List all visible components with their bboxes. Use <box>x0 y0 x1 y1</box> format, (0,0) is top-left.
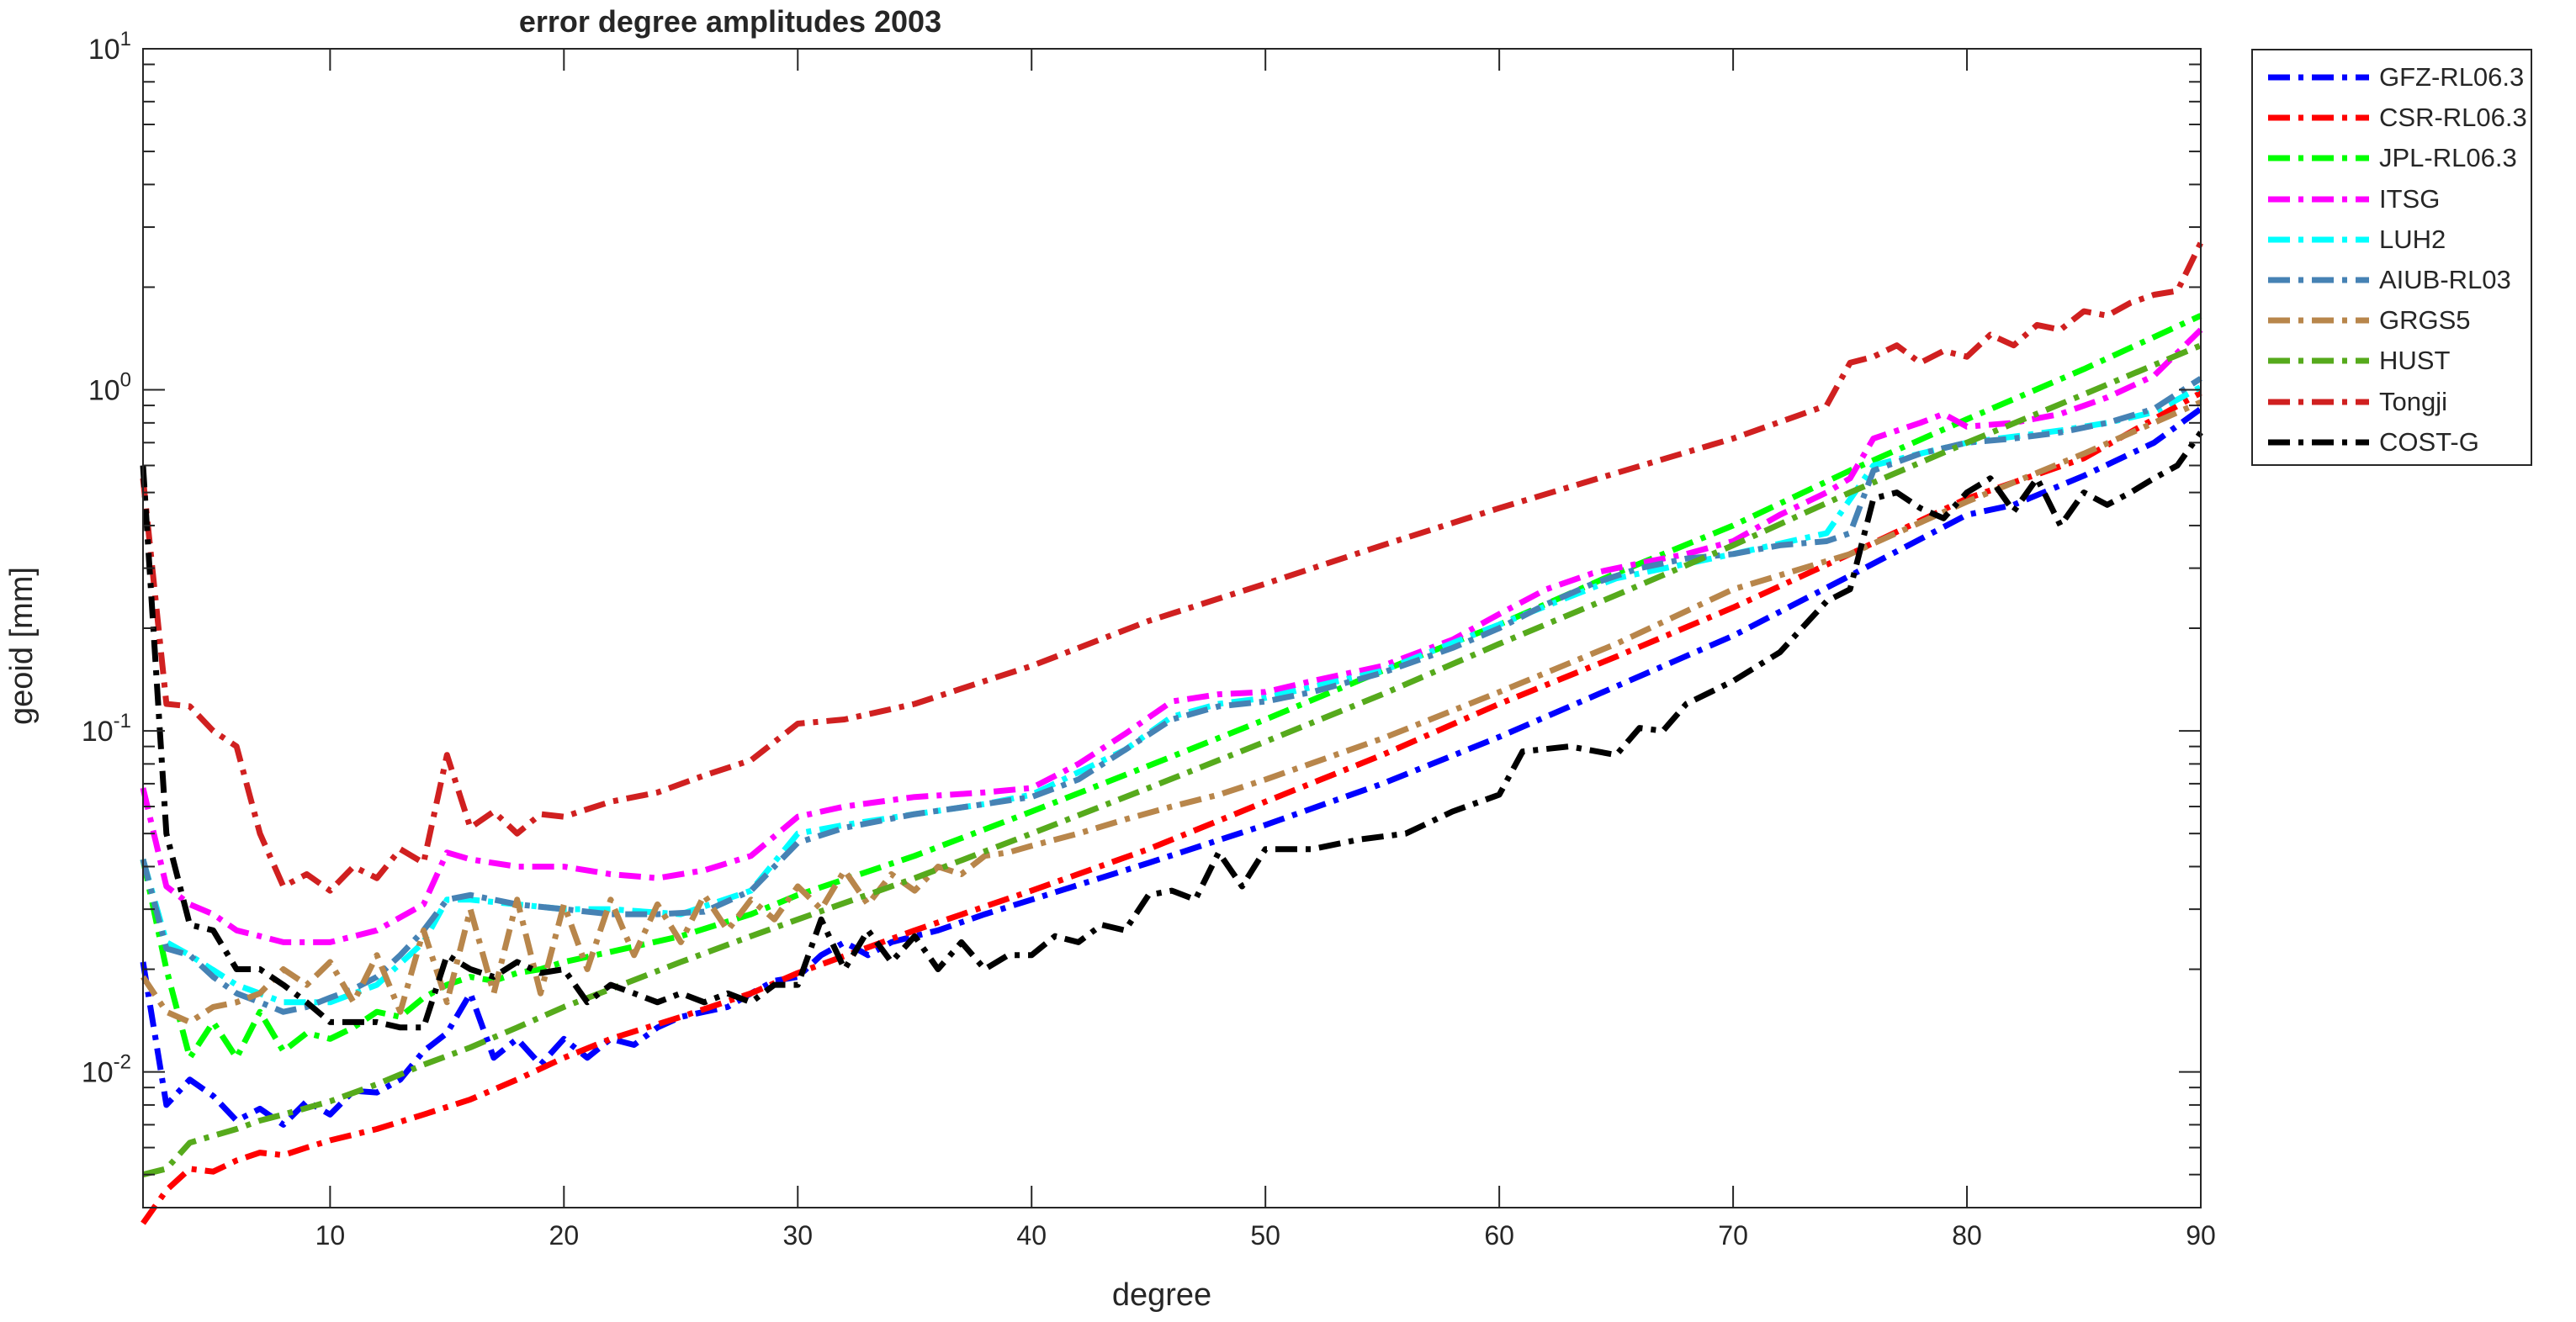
legend-label: COST-G <box>2379 426 2479 457</box>
series-line-tongji <box>140 241 2204 894</box>
legend-label: CSR-RL06.3 <box>2379 103 2527 133</box>
legend-entry: JPL-RL06.3 <box>2253 138 2531 178</box>
y-tick-label: 101 <box>88 28 131 66</box>
legend-label: LUH2 <box>2379 224 2446 254</box>
legend-swatch <box>2268 317 2369 324</box>
legend-swatch <box>2268 196 2369 203</box>
x-tick-label: 10 <box>315 1220 346 1251</box>
series-line-jpl-rl06-3 <box>140 313 2202 1061</box>
x-tick-label: 40 <box>1016 1220 1047 1251</box>
legend-entry: AIUB-RL03 <box>2253 260 2531 300</box>
legend-label: ITSG <box>2379 183 2441 214</box>
legend-entry: GFZ-RL06.3 <box>2253 57 2531 98</box>
legend-label: Tongji <box>2379 386 2447 416</box>
x-tick-label: 60 <box>1484 1220 1514 1251</box>
series-line-grgs5 <box>140 399 2202 1025</box>
y-tick-label: 100 <box>88 369 131 407</box>
legend-entry: GRGS5 <box>2253 300 2531 341</box>
series-line-hust <box>142 342 2202 1178</box>
legend-entry: ITSG <box>2253 179 2531 219</box>
x-tick-label: 90 <box>2186 1220 2216 1251</box>
legend-entry: HUST <box>2253 341 2531 381</box>
legend-label: GRGS5 <box>2379 305 2471 336</box>
y-axis-label: geoid [mm] <box>4 567 40 725</box>
legend: GFZ-RL06.3 CSR-RL06.3 JPL-RL06.3 ITSG LUH2 AI… <box>2251 49 2532 466</box>
legend-entry: CSR-RL06.3 <box>2253 98 2531 138</box>
x-tick-label: 70 <box>1718 1220 1748 1251</box>
ticks-layer: 10 20 30 40 50 60 70 80 90 101 100 10-1 10-2 <box>82 28 2216 1251</box>
x-tick-label: 20 <box>549 1220 580 1251</box>
legend-label: GFZ-RL06.3 <box>2379 62 2525 92</box>
legend-entry: LUH2 <box>2253 219 2531 260</box>
legend-swatch <box>2268 277 2369 283</box>
legend-swatch <box>2268 155 2369 161</box>
y-tick-label: 10-1 <box>82 710 131 748</box>
legend-entry: Tongji <box>2253 382 2531 422</box>
legend-label: HUST <box>2379 346 2451 376</box>
series-line-csr-rl06-3 <box>140 390 2202 1225</box>
x-tick-label: 50 <box>1250 1220 1280 1251</box>
legend-swatch <box>2268 114 2369 121</box>
series-line-cost-g <box>140 431 2203 1031</box>
x-tick-label: 80 <box>1952 1220 1982 1251</box>
legend-swatch <box>2268 74 2369 81</box>
x-tick-label: 30 <box>782 1220 813 1251</box>
series-line-itsg <box>140 327 2203 945</box>
x-axis-label: degree <box>1112 1277 1211 1313</box>
legend-entry: COST-G <box>2253 422 2531 463</box>
y-tick-label: 10-2 <box>82 1051 131 1089</box>
legend-label: AIUB-RL03 <box>2379 265 2511 294</box>
legend-swatch <box>2268 357 2369 364</box>
legend-swatch <box>2268 399 2369 405</box>
legend-swatch <box>2268 439 2369 446</box>
series-layer <box>140 241 2204 1225</box>
legend-label: JPL-RL06.3 <box>2379 143 2517 173</box>
chart-title: error degree amplitudes 2003 <box>519 4 941 39</box>
legend-swatch <box>2268 236 2369 243</box>
